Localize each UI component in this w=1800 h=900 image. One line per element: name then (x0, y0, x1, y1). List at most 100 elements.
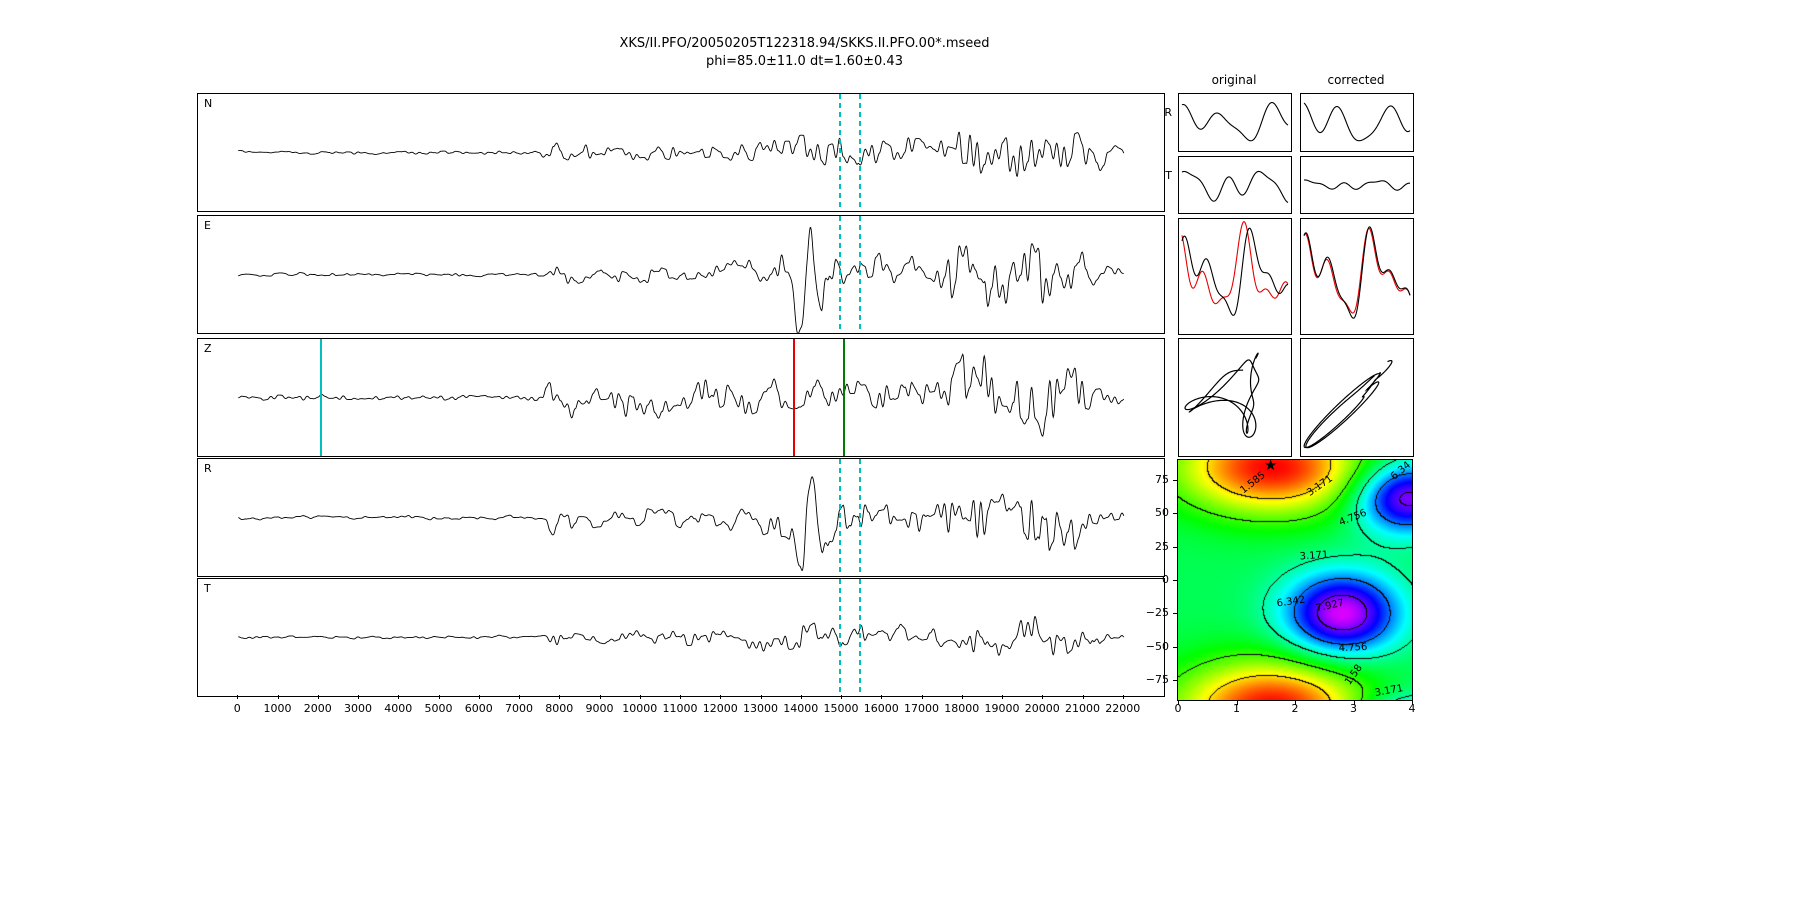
mini-panel-original-t (1178, 156, 1292, 214)
analysis-window-line (859, 94, 861, 211)
dt-axis-tick (1412, 701, 1413, 705)
time-axis-tick-label: 11000 (662, 702, 698, 715)
time-axis-tick-label: 1000 (263, 702, 292, 715)
phi-axis-tick-label: 75 (1155, 473, 1169, 486)
phi-axis-tick (1173, 580, 1177, 581)
dt-axis-tick (1295, 701, 1296, 705)
phi-axis-tick-label: −75 (1145, 673, 1169, 686)
time-axis-tick (1082, 695, 1084, 699)
dt-axis-tick-label: 0 (1174, 702, 1182, 715)
time-axis-tick-label: 21000 (1065, 702, 1100, 715)
mini-canvas-original-overlay (1179, 219, 1291, 334)
error-surface-canvas (1178, 460, 1412, 700)
dt-axis-tick-label: 3 (1350, 702, 1357, 715)
time-axis-tick (438, 695, 440, 699)
error-surface-frame (1177, 459, 1413, 701)
waveform-panel-t: T (197, 578, 1165, 697)
time-axis-tick-label: 5000 (424, 702, 453, 715)
mini-canvas-corrected-t (1301, 157, 1413, 213)
mini-panel-corrected-r (1300, 93, 1414, 152)
mini-canvas-original-r (1179, 94, 1291, 151)
time-axis-tick (760, 695, 762, 699)
mini-row-label-r: R (1164, 106, 1172, 119)
waveform-panel-e: E (197, 215, 1165, 334)
dt-axis-tick-label: 1 (1233, 702, 1240, 715)
time-axis-tick-label: 19000 (984, 702, 1020, 715)
mini-panel-corrected-motion (1300, 338, 1414, 457)
time-axis-tick (519, 695, 520, 699)
mini-canvas-corrected-motion (1301, 339, 1413, 456)
phase-marker-line (792, 339, 795, 456)
panel-label-t: T (204, 582, 211, 595)
dt-axis-tick (1178, 701, 1179, 705)
panel-label-e: E (204, 219, 211, 232)
time-axis-tick-label: 18000 (944, 702, 980, 715)
time-axis-tick (680, 695, 681, 699)
time-axis-tick-label: 14000 (783, 702, 819, 715)
waveform-canvas-r (198, 459, 1164, 576)
contour-level-label: 4.756 (1337, 642, 1368, 655)
waveform-panel-r: R (197, 458, 1165, 577)
analysis-window-line (859, 216, 861, 333)
time-axis-tick-label: 22000 (1105, 702, 1141, 715)
time-axis-tick (921, 695, 923, 699)
time-axis-tick (1002, 695, 1003, 699)
waveform-panel-n: N (197, 93, 1165, 212)
time-axis-tick (237, 695, 239, 699)
time-axis-tick (961, 695, 963, 699)
figure-subtitle: phi=85.0±11.0 dt=1.60±0.43 (706, 54, 903, 69)
analysis-window-line (859, 579, 861, 696)
mini-row-label-t: T (1165, 169, 1172, 182)
analysis-window-line (859, 459, 861, 576)
dt-axis-tick (1353, 701, 1355, 705)
time-axis-tick-label: 16000 (863, 702, 899, 715)
phi-axis-tick-label: 25 (1155, 539, 1169, 553)
column-header-original: original (1211, 73, 1257, 87)
time-axis-tick (317, 695, 319, 699)
mini-canvas-corrected-overlay (1301, 219, 1413, 334)
mini-panel-original-motion (1178, 338, 1292, 457)
analysis-window-line (839, 579, 841, 696)
time-axis-tick (1042, 695, 1044, 699)
panel-label-r: R (204, 462, 212, 475)
phi-axis-tick (1173, 646, 1177, 648)
time-axis-tick-label: 4000 (384, 702, 413, 715)
phi-axis-tick (1173, 480, 1177, 481)
mini-panel-original-overlay (1178, 218, 1292, 335)
mini-panel-corrected-t (1300, 156, 1414, 214)
time-axis-tick-label: 20000 (1024, 702, 1060, 715)
phi-axis-tick-label: −25 (1145, 606, 1169, 620)
time-axis-tick (559, 695, 561, 699)
time-axis-tick (841, 695, 842, 699)
mini-panel-original-r (1178, 93, 1292, 152)
phase-marker-line (319, 339, 322, 456)
phi-axis-tick-label: 50 (1155, 506, 1169, 520)
phi-axis-tick-label: −50 (1145, 639, 1169, 653)
best-fit-star-marker: ★ (1263, 455, 1278, 474)
time-axis-tick-label: 10000 (622, 702, 658, 715)
phi-axis-tick (1173, 613, 1177, 615)
waveform-panel-z: Z (197, 338, 1165, 457)
time-axis-tick (639, 695, 641, 699)
waveform-canvas-e (198, 216, 1164, 333)
figure-title: XKS/II.PFO/20050205T122318.94/SKKS.II.PF… (619, 36, 990, 51)
time-axis-tick-label: 9000 (585, 702, 614, 715)
column-header-corrected: corrected (1327, 73, 1385, 87)
time-axis-tick-label: 8000 (545, 702, 574, 715)
mini-canvas-corrected-r (1301, 94, 1413, 151)
time-axis-tick (599, 695, 601, 699)
time-axis-tick (277, 695, 279, 699)
time-axis-tick (1122, 695, 1124, 699)
dt-axis-tick-label: 4 (1408, 702, 1416, 715)
analysis-window-line (839, 216, 841, 333)
phi-axis-tick (1173, 680, 1177, 681)
dt-axis-tick-label: 2 (1291, 702, 1299, 715)
time-axis-tick (720, 695, 722, 699)
phase-marker-line (843, 339, 845, 456)
time-axis-tick-label: 7000 (505, 702, 533, 715)
phi-axis-tick-label: 0 (1162, 573, 1169, 586)
time-axis-tick-label: 3000 (344, 702, 372, 715)
time-axis-tick-label: 13000 (743, 702, 778, 715)
time-axis-tick-label: 2000 (303, 702, 332, 715)
